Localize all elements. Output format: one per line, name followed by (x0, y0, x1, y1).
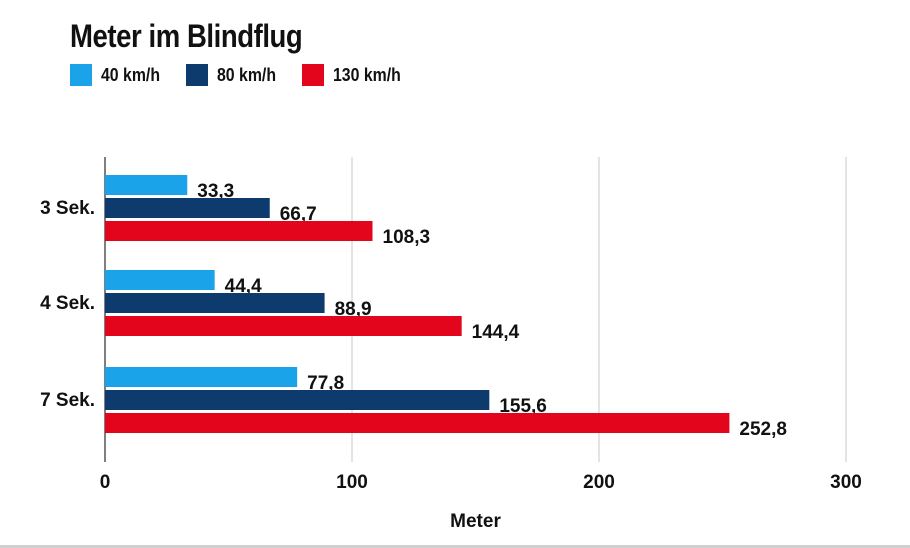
legend-swatch-80 (186, 64, 209, 86)
bar (105, 390, 490, 410)
x-tick-label: 200 (583, 472, 615, 493)
x-tick-label: 300 (830, 472, 862, 493)
bar (105, 316, 462, 336)
category-label: 4 Sek. (40, 293, 95, 314)
bar (105, 293, 325, 313)
bar (105, 270, 215, 290)
data-label: 44,4 (225, 276, 262, 297)
bar (105, 367, 298, 387)
legend-item-40: 40 km/h (70, 64, 168, 86)
x-tick-label: 0 (100, 472, 111, 493)
data-label: 108,3 (383, 227, 431, 248)
data-label: 88,9 (335, 299, 372, 320)
data-label: 155,6 (499, 396, 547, 417)
data-label: 33,3 (197, 181, 234, 202)
legend-item-130: 130 km/h (302, 64, 410, 86)
bar (105, 175, 188, 195)
legend-label-80: 80 km/h (217, 64, 277, 85)
x-tick-label: 100 (336, 472, 368, 493)
legend-swatch-40 (70, 64, 92, 86)
data-label: 66,7 (280, 204, 317, 225)
x-axis-title: Meter (450, 511, 501, 532)
legend-swatch-130 (302, 64, 325, 86)
bar (105, 413, 730, 433)
legend: 40 km/h 80 km/h 130 km/h (70, 64, 428, 86)
category-label: 3 Sek. (40, 198, 95, 219)
bottom-divider (0, 545, 910, 548)
chart-title: Meter im Blindflug (70, 18, 303, 54)
legend-label-40: 40 km/h (101, 64, 161, 85)
data-label: 144,4 (472, 322, 520, 343)
legend-item-80: 80 km/h (186, 64, 284, 86)
data-label: 252,8 (739, 419, 787, 440)
legend-label-130: 130 km/h (333, 64, 401, 85)
bar (105, 221, 373, 241)
data-label: 77,8 (307, 373, 344, 394)
category-label: 7 Sek. (40, 390, 95, 411)
bar (105, 198, 270, 218)
